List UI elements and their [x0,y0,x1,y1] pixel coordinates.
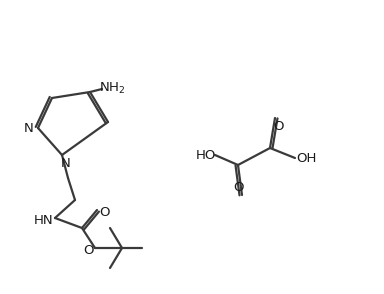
Text: N: N [24,121,34,134]
Text: HO: HO [196,148,216,161]
Text: NH$_2$: NH$_2$ [99,81,125,96]
Text: HN: HN [34,213,54,226]
Text: O: O [83,243,93,256]
Text: N: N [61,156,71,170]
Text: OH: OH [296,151,316,165]
Text: O: O [233,181,243,193]
Text: O: O [274,119,284,133]
Text: O: O [99,206,109,218]
